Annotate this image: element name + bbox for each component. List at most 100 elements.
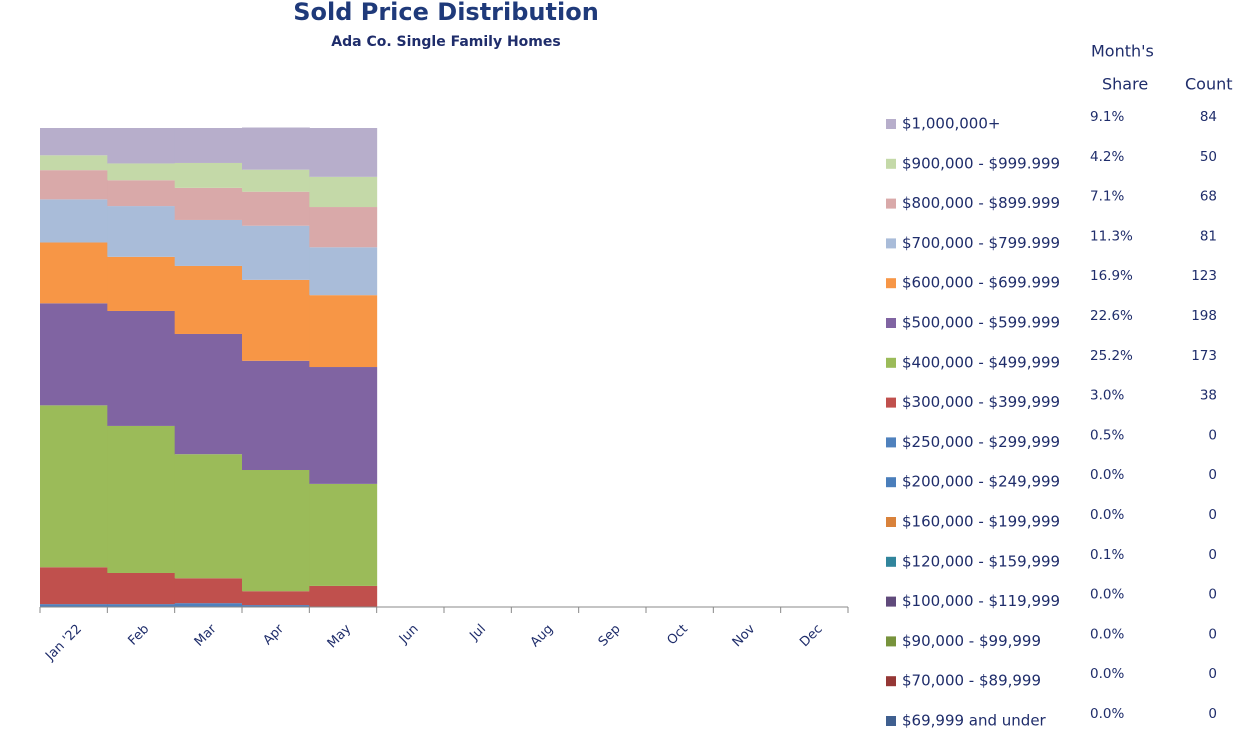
legend-share: 9.1% xyxy=(1090,109,1124,125)
x-tick-label: Oct xyxy=(664,622,691,649)
legend-count: 198 xyxy=(1191,308,1217,324)
area-segment xyxy=(309,128,378,177)
area-segment xyxy=(174,454,243,579)
legend-swatch xyxy=(886,238,896,249)
legend-swatch xyxy=(886,278,896,289)
area-segment xyxy=(107,128,176,164)
legend-label: $1,000,000+ xyxy=(902,115,1000,133)
chart-subtitle: Ada Co. Single Family Homes xyxy=(331,34,560,50)
legend-swatch xyxy=(886,676,896,687)
legend-count: 173 xyxy=(1191,348,1217,364)
area-segment xyxy=(107,572,176,605)
area-segment xyxy=(309,207,378,248)
area-segment xyxy=(40,155,108,171)
area-segment xyxy=(174,128,243,163)
legend-label: $90,000 - $99,999 xyxy=(902,632,1041,650)
area-segment xyxy=(40,170,108,200)
area-segment xyxy=(242,191,310,226)
legend-label: $120,000 - $159,999 xyxy=(902,552,1060,570)
legend-label: $100,000 - $119,999 xyxy=(902,592,1060,610)
legend-label: $70,000 - $89,999 xyxy=(902,672,1041,690)
x-tick-label: Jun xyxy=(396,622,422,648)
legend-count: 50 xyxy=(1200,149,1217,165)
legend-share: 0.0% xyxy=(1090,467,1124,483)
legend-label: $900,000 - $999.999 xyxy=(902,154,1060,172)
area-segment xyxy=(242,605,310,607)
legend-label: $500,000 - $599.999 xyxy=(902,314,1060,332)
legend-share: 22.6% xyxy=(1090,308,1133,324)
area-segment xyxy=(174,219,243,266)
legend-label: $69,999 and under xyxy=(902,712,1047,730)
legend-count: 0 xyxy=(1208,427,1217,443)
legend-label: $400,000 - $499,999 xyxy=(902,353,1060,371)
area-segment xyxy=(174,265,243,334)
legend-label: $160,000 - $199,999 xyxy=(902,513,1060,531)
x-tick-label: Sep xyxy=(596,622,624,650)
area-segment xyxy=(309,367,378,484)
area-segment xyxy=(174,333,243,455)
legend-count: 68 xyxy=(1200,189,1217,205)
legend-count: 0 xyxy=(1208,666,1217,682)
area-segment xyxy=(40,303,108,406)
legend-share: 0.0% xyxy=(1090,706,1124,722)
legend-swatch xyxy=(886,477,896,488)
area-segment xyxy=(242,225,310,280)
area-segment xyxy=(40,567,108,605)
area-segment xyxy=(242,591,310,606)
area-segment xyxy=(107,604,176,607)
legend-share: 11.3% xyxy=(1090,228,1133,244)
legend-share: 25.2% xyxy=(1090,348,1133,364)
area-segment xyxy=(242,279,310,361)
legend-swatch xyxy=(886,198,896,209)
legend-count: 38 xyxy=(1200,388,1217,404)
area-segment xyxy=(107,163,176,181)
x-tick-label: Feb xyxy=(125,622,152,649)
area-segment xyxy=(40,405,108,568)
area-segment xyxy=(242,470,310,592)
area-segment xyxy=(174,603,243,607)
legend-count: 0 xyxy=(1208,706,1217,722)
legend-swatch xyxy=(886,357,896,368)
legend-swatch xyxy=(886,437,896,448)
legend-count: 0 xyxy=(1208,626,1217,642)
legend-header: Share xyxy=(1102,75,1148,94)
legend-count: 84 xyxy=(1200,109,1217,125)
area-segment xyxy=(309,247,378,296)
legend-share: 0.0% xyxy=(1090,666,1124,682)
legend-share: 0.5% xyxy=(1090,427,1124,443)
legend-swatch xyxy=(886,119,896,129)
legend-count: 81 xyxy=(1200,228,1217,244)
area-segment xyxy=(107,256,176,311)
area-segment xyxy=(40,604,108,607)
legend-swatch xyxy=(886,397,896,408)
legend-share: 3.0% xyxy=(1090,388,1124,404)
legend-count: 0 xyxy=(1208,507,1217,523)
legend-label: $600,000 - $699.999 xyxy=(902,274,1060,292)
legend-swatch xyxy=(886,517,896,527)
area-segment xyxy=(107,206,176,257)
x-tick-label: Aug xyxy=(528,622,557,651)
chart-title: Sold Price Distribution xyxy=(293,0,599,26)
area-segment xyxy=(174,187,243,220)
legend-share: 16.9% xyxy=(1090,268,1133,284)
legend-count: 0 xyxy=(1208,587,1217,603)
area-segment xyxy=(309,295,378,368)
legend-share: 0.0% xyxy=(1090,507,1124,523)
legend-share: 0.1% xyxy=(1090,547,1124,563)
area-segment xyxy=(107,425,176,573)
legend-label: $200,000 - $249,999 xyxy=(902,473,1060,491)
legend-share: 4.2% xyxy=(1090,149,1124,165)
area-segment xyxy=(309,585,378,607)
area-segment xyxy=(174,162,243,188)
x-tick-label: Mar xyxy=(192,621,220,649)
legend-share: 0.0% xyxy=(1090,587,1124,603)
legend-swatch xyxy=(886,318,896,328)
x-tick-label: Nov xyxy=(730,621,759,650)
area-segment xyxy=(242,360,310,471)
area-segment xyxy=(107,180,176,207)
legend-header: Count xyxy=(1185,75,1233,94)
x-tick-label: Jul xyxy=(467,622,489,644)
area-segment xyxy=(242,127,310,170)
x-tick-label: May xyxy=(325,621,355,651)
